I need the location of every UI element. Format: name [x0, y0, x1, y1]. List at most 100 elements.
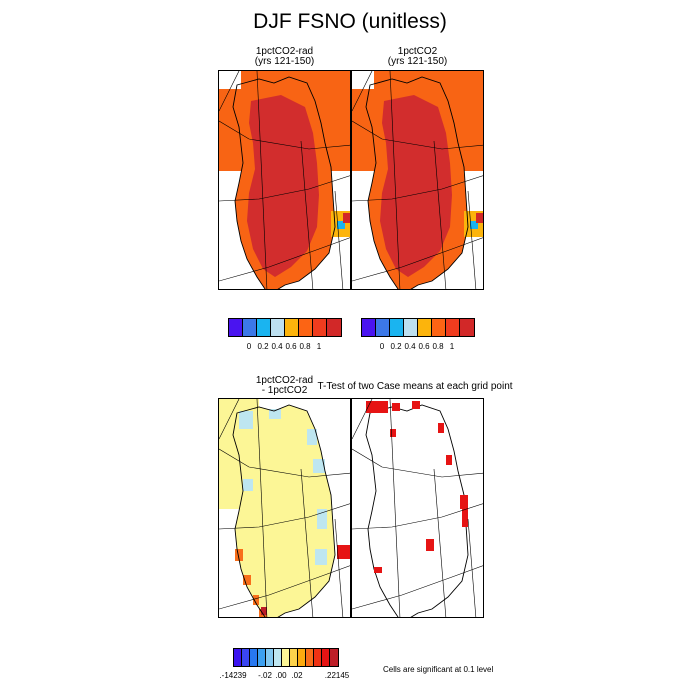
colorbar-cell — [330, 649, 338, 666]
colorbar-tick-label: .22145 — [324, 671, 350, 680]
longitude-line — [334, 518, 344, 617]
colorbar-cell — [271, 319, 285, 336]
coastline — [365, 76, 469, 289]
colorbar-cell — [327, 319, 341, 336]
latitude-line — [352, 175, 483, 202]
map-1pctco2 — [352, 71, 483, 289]
map-1pctco2-rad — [219, 71, 350, 289]
ice-sheet-difference — [233, 405, 335, 617]
significant-cell — [366, 401, 388, 413]
colorbar-cell — [258, 649, 266, 666]
max-difference-cell — [261, 607, 267, 615]
panel4-title: T-Test of two Case means at each grid po… — [300, 382, 530, 392]
latitude-line — [219, 448, 350, 478]
latitude-line — [219, 120, 350, 150]
colorbar-top-left — [228, 318, 342, 337]
negative-difference-cells — [315, 549, 327, 565]
map-difference — [219, 399, 350, 617]
panel3-title-line2: - 1pctCO2 — [261, 385, 308, 396]
significance-note: Cells are significant at 0.1 level — [383, 665, 494, 674]
negative-difference-cells — [269, 409, 281, 419]
longitude-line — [467, 190, 477, 289]
colorbar-cell — [242, 649, 250, 666]
colorbar-tick-label: 0.8 — [299, 342, 311, 351]
colorbar-tick-label: -.02 — [258, 671, 272, 680]
positive-difference-cells — [253, 595, 259, 605]
colorbar-cell — [299, 319, 313, 336]
longitude-line — [219, 71, 240, 112]
colorbar-tick-label: 0.4 — [404, 342, 416, 351]
panel2-title-line1: 1pctCO2 — [397, 46, 438, 57]
colorbar-cell — [362, 319, 376, 336]
negative-difference-cells — [313, 459, 325, 473]
coastal-cell-low — [470, 221, 478, 229]
latitude-line — [219, 565, 350, 610]
colorbar-cell — [376, 319, 390, 336]
latitude-line — [352, 503, 483, 530]
latitude-line — [352, 237, 483, 282]
colorbar-tick-label: 0.2 — [390, 342, 402, 351]
latitude-line — [352, 120, 483, 150]
colorbar-tick-label: .02 — [291, 671, 303, 680]
colorbar-cell — [313, 319, 327, 336]
colorbar-tick-label: 0.8 — [432, 342, 444, 351]
colorbar-cell — [314, 649, 322, 666]
panel3-title-line1: 1pctCO2-rad — [255, 375, 314, 386]
colorbar-tick-label: 0.6 — [418, 342, 430, 351]
open-water-area — [219, 71, 241, 89]
significant-cell — [446, 455, 452, 465]
colorbar-cell — [298, 649, 306, 666]
map-panel-1pctco2 — [351, 70, 484, 290]
colorbar-tick-label: 0 — [246, 342, 252, 351]
colorbar-tick-label: 1 — [449, 342, 455, 351]
map-ttest — [352, 399, 483, 617]
longitude-line — [433, 468, 447, 617]
latitude-line — [219, 175, 350, 202]
significant-cell — [412, 401, 420, 409]
colorbar-cell — [432, 319, 446, 336]
colorbar-cell — [234, 649, 242, 666]
colorbar-cell — [290, 649, 298, 666]
colorbar-tick-label: 0.2 — [257, 342, 269, 351]
latitude-line — [352, 448, 483, 478]
colorbar-cell — [257, 319, 271, 336]
panel4-title-line1: T-Test of two Case means at each grid po… — [317, 381, 513, 392]
significant-cell — [426, 539, 434, 551]
longitude-line — [300, 468, 314, 617]
coastal-positive-cells — [337, 545, 350, 559]
panel2-title: 1pctCO2 (yrs 121-150) — [351, 47, 484, 67]
colorbar-tick-label: 0.4 — [271, 342, 283, 351]
longitude-line — [352, 399, 373, 440]
significant-cell — [438, 423, 444, 433]
longitude-line — [352, 71, 373, 112]
map-panel-1pctco2-rad — [218, 70, 351, 290]
coastline — [232, 404, 336, 617]
colorbar-cell — [250, 649, 258, 666]
colorbar-difference — [233, 648, 339, 667]
coastal-cell-low — [337, 221, 345, 229]
colorbar-tick-label: .-14239 — [219, 671, 247, 680]
longitude-line — [256, 71, 268, 289]
ice-sheet-interior — [380, 95, 452, 277]
colorbar-cell — [446, 319, 460, 336]
ice-sheet-interior — [247, 95, 319, 277]
colorbar-tick-label: 0 — [379, 342, 385, 351]
latitude-line — [219, 503, 350, 530]
negative-difference-cells — [307, 429, 317, 445]
colorbar-cell — [404, 319, 418, 336]
latitude-line — [219, 237, 350, 282]
significant-cell — [374, 567, 382, 573]
map-panel-difference — [218, 398, 351, 618]
negative-difference-cells — [317, 509, 327, 529]
significant-cell — [460, 495, 468, 509]
panel1-title-line2: (yrs 121-150) — [254, 56, 315, 67]
open-water-area — [352, 71, 374, 89]
colorbar-tick-label: 1 — [316, 342, 322, 351]
colorbar-cell — [285, 319, 299, 336]
panel1-title: 1pctCO2-rad (yrs 121-150) — [218, 47, 351, 67]
map-panel-ttest — [351, 398, 484, 618]
panel2-title-line2: (yrs 121-150) — [387, 56, 448, 67]
significant-cell — [392, 403, 400, 411]
coastline — [232, 76, 336, 289]
colorbar-cell — [460, 319, 474, 336]
